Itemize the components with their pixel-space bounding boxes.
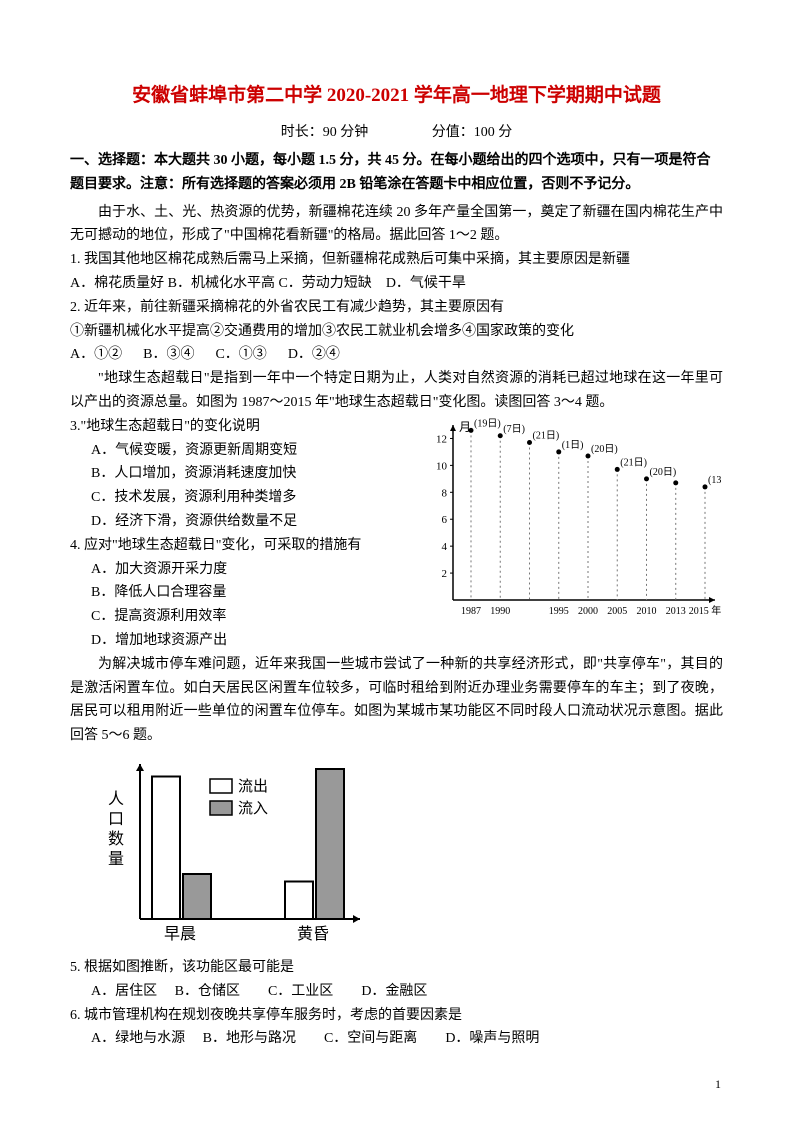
opt-d: D．金融区 xyxy=(361,980,427,1004)
question-6: 6. 城市管理机构在规划夜晚共享停车服务时，考虑的首要因素是 xyxy=(70,1004,723,1028)
svg-text:1987: 1987 xyxy=(461,606,481,617)
opt-c: C．工业区 xyxy=(268,980,333,1004)
opt-b: B．机械化水平高 xyxy=(168,276,275,291)
opt-c: C．①③ xyxy=(215,347,266,362)
svg-text:(20日): (20日) xyxy=(591,444,618,455)
svg-text:1995: 1995 xyxy=(549,606,569,617)
opt-c: C．劳动力短缺 xyxy=(278,276,371,291)
svg-text:黄昏: 黄昏 xyxy=(297,925,329,943)
question-6-options: A．绿地与水源 B．地形与路况 C．空间与距离 D．噪声与照明 xyxy=(70,1027,723,1051)
section-header: 一、选择题：本大题共 30 小题，每小题 1.5 分，共 45 分。在每小题给出… xyxy=(70,149,723,197)
question-5-options: A．居住区 B．仓储区 C．工业区 D．金融区 xyxy=(70,980,723,1004)
svg-text:10: 10 xyxy=(436,460,448,472)
opt-a: A．①② xyxy=(70,347,122,362)
q4-opt-c: C．提高资源利用效率 xyxy=(70,605,410,629)
q3-opt-c: C．技术发展，资源利用种类增多 xyxy=(70,486,410,510)
passage-1: 由于水、土、光、热资源的优势，新疆棉花连续 20 多年产量全国第一，奠定了新疆在… xyxy=(70,201,723,249)
svg-text:人: 人 xyxy=(108,790,124,808)
opt-c: C．空间与距离 xyxy=(324,1027,417,1051)
population-chart: 人口数量 流出流入早晨 黄昏 xyxy=(90,754,723,954)
svg-text:2015 年: 2015 年 xyxy=(689,604,722,617)
svg-text:2005: 2005 xyxy=(607,606,627,617)
svg-text:6: 6 xyxy=(442,514,448,526)
svg-text:流出: 流出 xyxy=(238,778,268,795)
question-2b: ①新疆机械化水平提高②交通费用的增加③农民工就业机会增多④国家政策的变化 xyxy=(70,320,723,344)
score-text: 分值：100 分 xyxy=(432,125,513,140)
question-1: 1. 我国其他地区棉花成熟后需马上采摘，但新疆棉花成熟后可集中采摘，其主要原因是… xyxy=(70,248,723,272)
opt-d: D．气候干旱 xyxy=(386,276,466,291)
opt-d: D．噪声与照明 xyxy=(445,1027,539,1051)
question-1-options: A．棉花质量好 B．机械化水平高 C．劳动力短缺 D．气候干旱 xyxy=(70,272,723,296)
opt-b: B．地形与路况 xyxy=(203,1027,296,1051)
q4-opt-d: D．增加地球资源产出 xyxy=(70,629,410,653)
svg-text:12: 12 xyxy=(436,433,447,445)
svg-text:1990: 1990 xyxy=(490,606,510,617)
exam-title: 安徽省蚌埠市第二中学 2020-2021 学年高一地理下学期期中试题 xyxy=(70,80,723,107)
overshoot-chart: 月24681012(19日)1987(7日)1990(21日)(1日)1995(… xyxy=(423,415,723,630)
svg-text:2013: 2013 xyxy=(666,606,686,617)
q3-opt-a: A．气候变暖，资源更新周期变短 xyxy=(70,439,410,463)
q4-opt-b: B．降低人口合理容量 xyxy=(70,581,410,605)
question-4: 4. 应对"地球生态超载日"变化，可采取的措施有 xyxy=(70,534,410,558)
page-number: 1 xyxy=(715,1077,721,1092)
q4-opt-a: A．加大资源开采力度 xyxy=(70,558,410,582)
duration-text: 时长：90 分钟 xyxy=(281,125,369,140)
passage-3: 为解决城市停车难问题，近年来我国一些城市尝试了一种新的共享经济形式，即"共享停车… xyxy=(70,653,723,748)
passage-2: "地球生态超载日"是指到一年中一个特定日期为止，人类对自然资源的消耗已超过地球在… xyxy=(70,367,723,415)
question-2a: 2. 近年来，前往新疆采摘棉花的外省农民工有减少趋势，其主要原因有 xyxy=(70,296,723,320)
svg-text:(19日): (19日) xyxy=(474,418,501,429)
opt-b: B．仓储区 xyxy=(175,980,240,1004)
opt-a: A．棉花质量好 xyxy=(70,276,164,291)
svg-text:(20日): (20日) xyxy=(650,467,677,478)
question-5: 5. 根据如图推断，该功能区最可能是 xyxy=(70,956,723,980)
question-2-options: A．①② B．③④ C．①③ D．②④ xyxy=(70,343,723,367)
question-3: 3."地球生态超载日"的变化说明 xyxy=(70,415,410,439)
svg-text:8: 8 xyxy=(442,487,448,499)
svg-text:2010: 2010 xyxy=(637,606,657,617)
svg-text:早晨: 早晨 xyxy=(164,926,196,943)
svg-text:口: 口 xyxy=(108,811,124,828)
q3-q4-row: 3."地球生态超载日"的变化说明 A．气候变暖，资源更新周期变短 B．人口增加，… xyxy=(70,415,723,653)
opt-a: A．绿地与水源 xyxy=(91,1027,185,1051)
svg-text:(1日): (1日) xyxy=(562,440,584,451)
meta-line: 时长：90 分钟 分值：100 分 xyxy=(70,121,723,141)
q3-opt-d: D．经济下滑，资源供给数量不足 xyxy=(70,510,410,534)
svg-text:2: 2 xyxy=(442,568,448,580)
svg-text:(21日): (21日) xyxy=(533,430,560,441)
svg-text:量: 量 xyxy=(108,851,124,868)
svg-text:流入: 流入 xyxy=(238,800,268,817)
opt-d: D．②④ xyxy=(288,347,340,362)
svg-text:(21日): (21日) xyxy=(620,457,647,468)
svg-text:数: 数 xyxy=(108,830,124,848)
svg-text:(13日): (13日) xyxy=(708,475,723,486)
svg-text:(7日): (7日) xyxy=(503,424,525,435)
opt-a: A．居住区 xyxy=(91,980,157,1004)
q3-opt-b: B．人口增加，资源消耗速度加快 xyxy=(70,462,410,486)
svg-text:2000: 2000 xyxy=(578,606,598,617)
svg-text:4: 4 xyxy=(442,541,448,553)
opt-b: B．③④ xyxy=(143,347,194,362)
